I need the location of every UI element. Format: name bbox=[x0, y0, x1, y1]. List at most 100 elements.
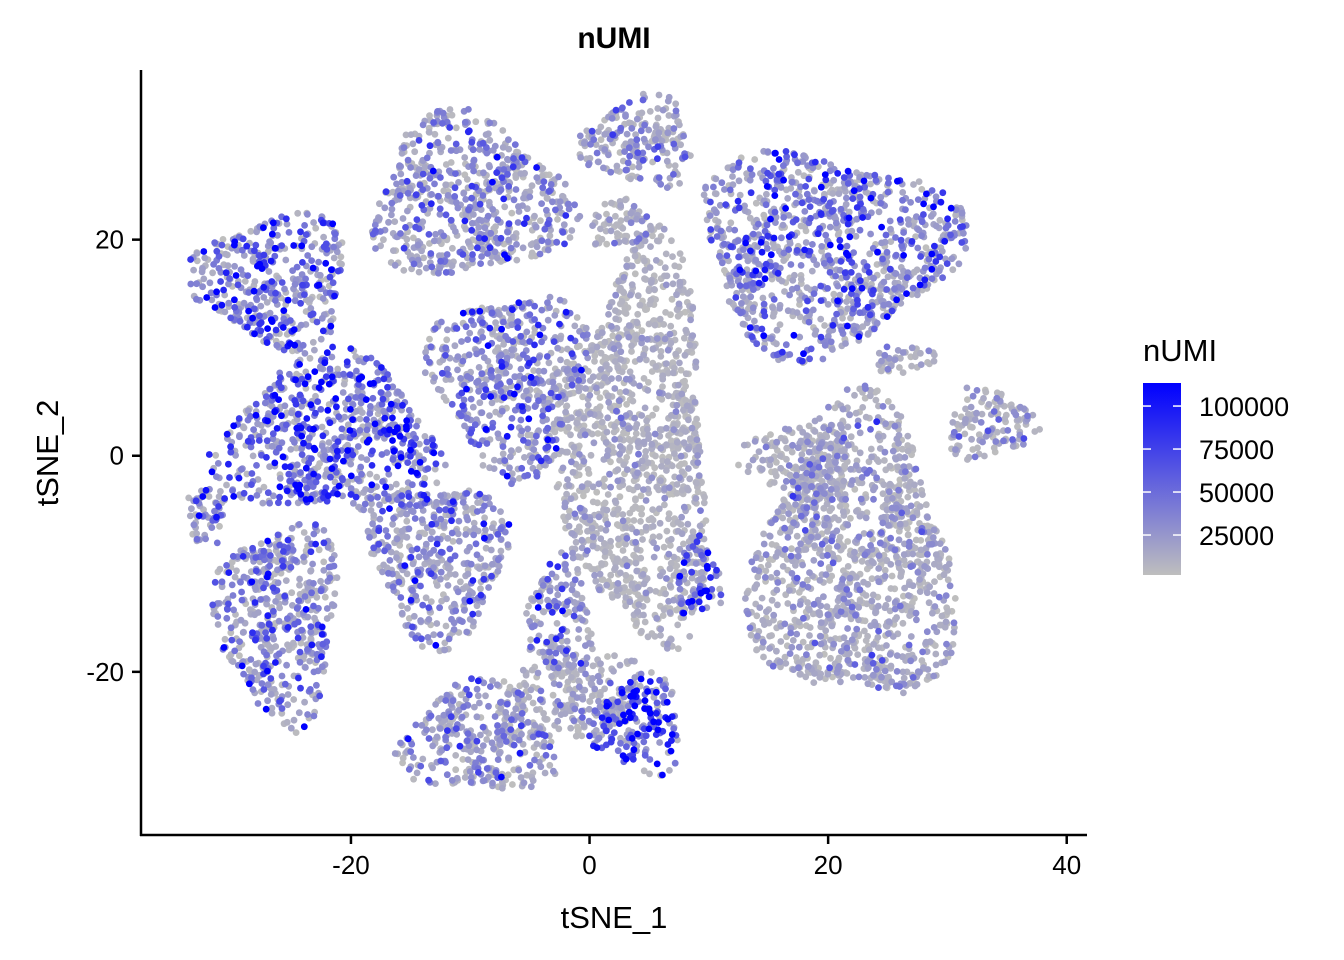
cell-point bbox=[798, 464, 806, 472]
cell-point bbox=[409, 560, 417, 568]
cell-point bbox=[990, 444, 998, 452]
cell-point bbox=[681, 589, 689, 596]
cell-point bbox=[835, 654, 843, 662]
cell-point bbox=[231, 573, 239, 581]
cell-point bbox=[380, 561, 387, 569]
cell-point bbox=[568, 414, 575, 422]
cell-point bbox=[596, 394, 604, 401]
cell-point bbox=[649, 345, 657, 353]
cell-point bbox=[498, 784, 506, 792]
cell-point bbox=[563, 448, 571, 456]
cell-point bbox=[616, 493, 624, 501]
cell-point bbox=[867, 445, 875, 453]
cell-point bbox=[575, 635, 582, 642]
cell-point bbox=[557, 711, 565, 718]
cell-point bbox=[185, 494, 193, 502]
cell-point bbox=[221, 308, 229, 316]
cell-point bbox=[648, 669, 655, 676]
cell-point bbox=[746, 214, 754, 222]
cell-point bbox=[663, 272, 671, 280]
cell-point bbox=[566, 507, 573, 515]
cell-point bbox=[816, 576, 824, 584]
cell-point bbox=[633, 619, 640, 627]
cell-point bbox=[961, 430, 969, 438]
cell-point bbox=[861, 394, 869, 402]
cell-point bbox=[657, 353, 665, 360]
cell-point bbox=[562, 408, 569, 416]
cell-point bbox=[677, 460, 685, 468]
cell-point bbox=[573, 314, 581, 321]
cell-point bbox=[851, 555, 859, 563]
cell-point bbox=[689, 332, 697, 339]
cell-point bbox=[201, 254, 209, 262]
cell-point bbox=[628, 281, 636, 289]
cell-point bbox=[640, 438, 648, 446]
cell-point bbox=[656, 519, 664, 527]
cell-point bbox=[549, 691, 557, 699]
cell-point bbox=[784, 307, 792, 315]
cell-point bbox=[698, 569, 706, 576]
cell-point bbox=[486, 412, 493, 419]
cell-point bbox=[546, 761, 554, 769]
cell-point bbox=[789, 637, 797, 644]
cell-point bbox=[862, 592, 870, 599]
cell-point bbox=[641, 345, 649, 353]
cell-point bbox=[611, 422, 618, 430]
cell-point bbox=[647, 296, 655, 304]
cell-point bbox=[858, 557, 866, 565]
cell-point bbox=[844, 538, 852, 545]
cell-point bbox=[529, 699, 537, 707]
cell-point bbox=[330, 254, 338, 262]
cell-point bbox=[615, 535, 622, 543]
cell-point bbox=[574, 566, 581, 573]
cell-point bbox=[644, 633, 652, 641]
cell-point bbox=[488, 399, 496, 407]
cell-point bbox=[660, 543, 668, 551]
cell-point bbox=[1014, 423, 1021, 431]
cell-point bbox=[622, 540, 629, 548]
cell-point bbox=[656, 572, 664, 580]
cell-point bbox=[663, 424, 670, 432]
cell-point bbox=[525, 693, 533, 701]
cell-point bbox=[627, 437, 635, 445]
cell-point bbox=[777, 638, 785, 645]
cell-point bbox=[442, 622, 450, 630]
cell-point bbox=[523, 610, 530, 617]
cell-point bbox=[803, 432, 811, 440]
cell-point bbox=[661, 264, 669, 272]
cell-point bbox=[908, 362, 915, 370]
cell-point bbox=[841, 462, 849, 470]
cell-point bbox=[448, 262, 456, 270]
cell-point bbox=[669, 280, 677, 288]
cell-point bbox=[572, 538, 580, 546]
cell-point bbox=[461, 774, 469, 781]
cell-point bbox=[634, 292, 642, 300]
cell-point bbox=[786, 587, 793, 594]
cell-point bbox=[646, 264, 654, 271]
cell-point bbox=[310, 219, 317, 226]
cell-point bbox=[597, 225, 604, 233]
cell-point bbox=[376, 200, 383, 208]
cell-point bbox=[822, 627, 830, 634]
cell-point bbox=[843, 298, 850, 305]
cell-point bbox=[811, 331, 819, 338]
cell-point bbox=[603, 452, 611, 460]
cell-point bbox=[887, 585, 895, 592]
cell-point bbox=[806, 606, 813, 614]
cell-point bbox=[533, 740, 541, 748]
cell-point bbox=[591, 422, 599, 430]
cell-point bbox=[507, 447, 515, 454]
cell-point bbox=[613, 521, 621, 528]
cell-point bbox=[309, 338, 317, 346]
cell-point bbox=[788, 545, 795, 553]
cell-point bbox=[613, 221, 621, 229]
cell-point bbox=[609, 510, 617, 518]
cell-point bbox=[565, 522, 573, 530]
cell-point bbox=[421, 530, 429, 538]
cell-point bbox=[793, 309, 801, 316]
cell-point bbox=[611, 497, 619, 505]
cell-point bbox=[776, 452, 784, 460]
cell-point bbox=[892, 455, 900, 463]
cell-point bbox=[497, 508, 504, 515]
cell-point bbox=[601, 200, 609, 208]
